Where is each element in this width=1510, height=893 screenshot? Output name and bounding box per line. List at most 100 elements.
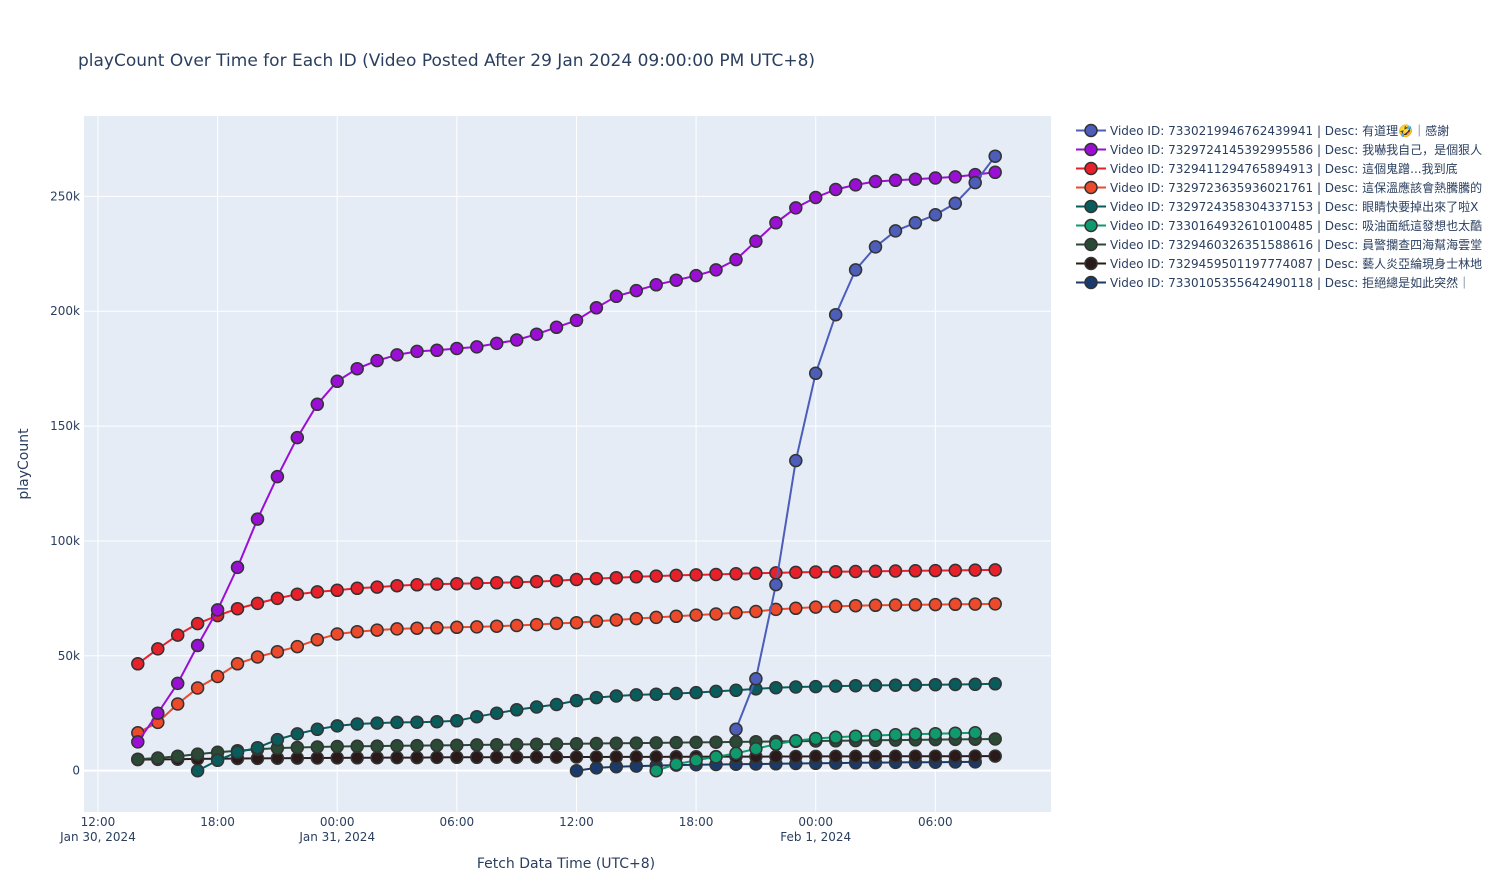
data-point [430,714,444,729]
legend-swatch [1076,161,1106,176]
series-3 [131,563,1002,671]
data-point [529,700,544,714]
data-point [190,616,205,631]
data-point [828,749,843,764]
legend-swatch [1076,275,1106,290]
data-point [290,727,305,741]
legend: Video ID: 7330219946762439941 | Desc: 有道… [1072,121,1502,292]
data-point [350,739,364,754]
data-point [330,719,344,733]
legend-item[interactable]: Video ID: 7329460326351588616 | Desc: 員警… [1072,235,1502,254]
data-point [450,738,464,752]
legend-item[interactable]: Video ID: 7330164932610100485 | Desc: 吸油… [1072,216,1502,235]
legend-item[interactable]: Video ID: 7329411294765894913 | Desc: 這個… [1072,159,1502,178]
data-point [350,624,364,639]
data-point [589,614,604,629]
data-point [928,597,943,612]
data-point [549,697,564,712]
data-point [928,677,943,692]
data-point [489,737,504,752]
legend-swatch [1076,218,1106,233]
data-point [230,601,245,616]
data-point [888,224,903,238]
legend-label: Video ID: 7329723635936021761 | Desc: 這保… [1110,181,1483,195]
data-point [190,763,205,778]
data-point [330,627,344,641]
legend-item[interactable]: Video ID: 7329724358304337153 | Desc: 眼睛… [1072,197,1502,216]
data-point [489,750,504,764]
data-point [470,620,484,634]
legend-label: Video ID: 7330219946762439941 | Desc: 有道… [1110,124,1450,138]
data-point [250,740,265,755]
data-point [848,598,863,613]
data-point [430,621,444,635]
plot-area [84,116,1051,812]
data-point [789,453,803,468]
x-tick-label: 12:00 [559,815,594,829]
data-point [430,577,444,591]
data-point [190,681,205,695]
y-tick-label: 150k [50,419,80,433]
legend-item[interactable]: Video ID: 7329723635936021761 | Desc: 這保… [1072,178,1502,197]
data-point [769,577,783,592]
data-point [509,618,524,633]
data-point [410,578,424,592]
x-tick-label: 12:00 [81,815,116,829]
legend-swatch [1076,256,1106,271]
data-point [151,642,165,656]
data-point [589,690,604,705]
data-point [769,566,783,580]
legend-item[interactable]: Video ID: 7329724145392995586 | Desc: 我嚇… [1072,140,1502,159]
y-axis-title: playCount [16,428,32,500]
data-point [789,680,803,694]
legend-label: Video ID: 7329724145392995586 | Desc: 我嚇… [1110,143,1483,157]
y-tick-label: 200k [50,304,80,318]
x-tick-label: 06:00 [918,815,953,829]
data-point [190,638,205,653]
data-point [370,580,384,594]
data-point [390,739,404,753]
data-point [649,569,663,583]
data-point [390,622,404,636]
data-point [868,749,883,764]
data-point [509,737,524,752]
data-point [848,178,863,192]
data-point [549,737,564,751]
data-point [689,685,703,700]
legend-label: Video ID: 7329460326351588616 | Desc: 員警… [1110,238,1483,252]
data-point [569,693,584,708]
data-point [669,735,683,750]
data-point [609,750,624,764]
data-point [789,734,803,748]
data-point [390,750,404,765]
data-point [390,348,404,362]
data-point [888,564,903,578]
x-tick-date-label: Jan 30, 2024 [59,830,136,844]
data-point [828,182,843,197]
data-point [729,252,743,267]
data-point [709,607,723,621]
legend-item[interactable]: Video ID: 7329459501197774087 | Desc: 藝人… [1072,254,1502,273]
data-point [968,726,982,740]
data-point [450,620,464,635]
data-point [988,165,1002,180]
data-point [669,609,683,624]
data-point [928,563,943,578]
series-1 [729,149,1002,737]
data-point [669,568,683,583]
data-point [450,750,464,765]
data-point [569,763,584,778]
x-tick-label: 06:00 [440,815,475,829]
legend-item[interactable]: Video ID: 7330105355642490118 | Desc: 拒絕… [1072,273,1502,292]
data-point [450,714,464,728]
data-point [868,174,883,189]
legend-item[interactable]: Video ID: 7330219946762439941 | Desc: 有道… [1072,121,1502,140]
data-point [868,728,883,743]
data-point [828,679,843,693]
data-point [450,576,464,591]
grid-layer [84,116,1051,812]
data-point [509,703,524,717]
data-point [649,763,663,778]
data-point [489,619,504,633]
data-point [928,749,943,763]
